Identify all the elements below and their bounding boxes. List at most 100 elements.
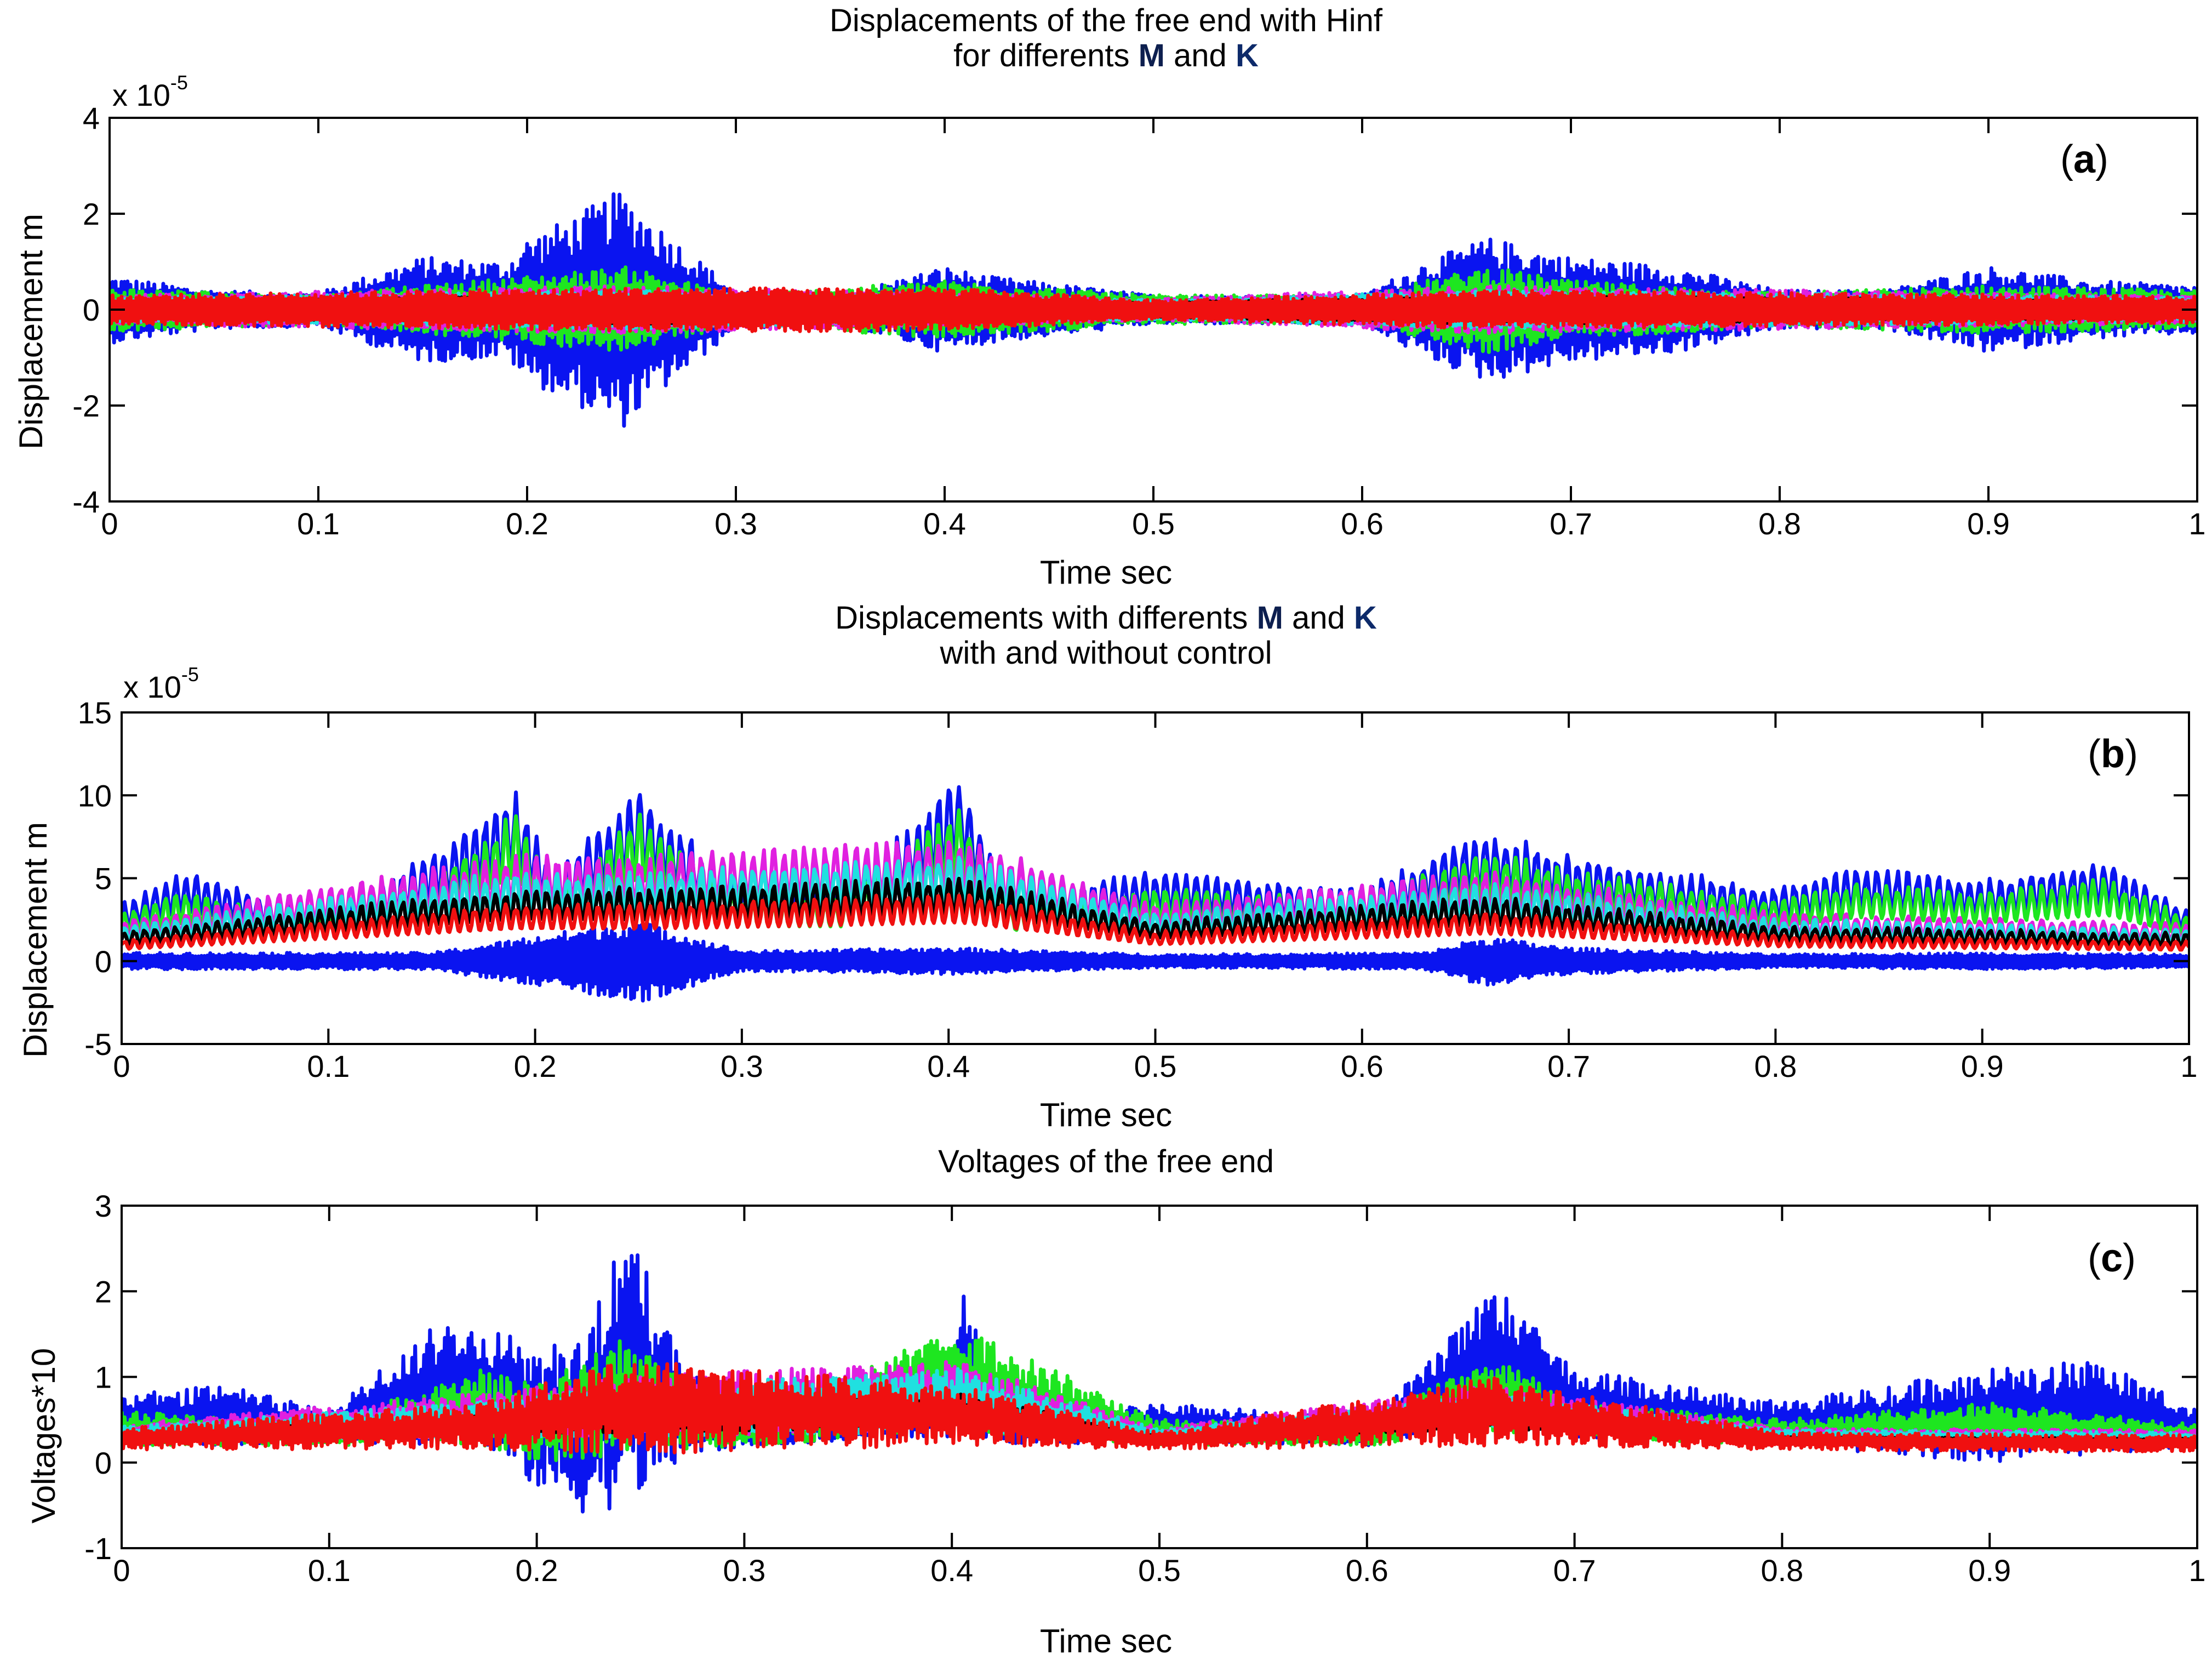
panel-a-scale-exp: -5 <box>170 71 188 94</box>
panel-a-scale-factor: x 10-5 <box>112 71 188 113</box>
panel-c: Voltages of the free end Voltages*10 Tim… <box>0 1140 2212 1666</box>
panel-a-xlabel: Time sec <box>1039 554 1173 591</box>
panel-b-xtick-label-1: 0.1 <box>307 1049 350 1083</box>
panel-a-title-k: K <box>1235 38 1259 73</box>
panel-b-ytick-label-3: 10 <box>78 778 112 813</box>
panel-b-series-blue-uncontrolled <box>122 921 2189 1003</box>
panel-b-scale-exp: -5 <box>181 663 199 686</box>
panel-b-xtick-label-4: 0.4 <box>927 1049 970 1083</box>
panel-b-title: Displacements with differents M and K wi… <box>0 601 2212 671</box>
panel-a-xtick-label-7: 0.7 <box>1550 506 1592 541</box>
panel-b-title-line1: Displacements with differents M and K <box>0 601 2212 636</box>
panel-b-xtick-label-3: 0.3 <box>721 1049 763 1083</box>
panel-c-letter: (c) <box>2088 1236 2136 1281</box>
panel-a-title: Displacements of the free end with Hinf … <box>0 3 2212 73</box>
panel-b-series-blue-controlled <box>122 785 2189 935</box>
panel-a-ytick-label-0: -4 <box>72 484 100 519</box>
panel-b-xtick-label-5: 0.5 <box>1134 1049 1177 1083</box>
panel-b-xtick-label-10: 1 <box>2180 1049 2197 1083</box>
panel-c-xtick-label-8: 0.8 <box>1761 1553 1803 1588</box>
panel-a-xtick-label-1: 0.1 <box>297 506 340 541</box>
panel-c-xtick-label-0: 0 <box>113 1553 130 1588</box>
panel-a-letter-open: ( <box>2060 138 2073 181</box>
panel-a-xtick-label-9: 0.9 <box>1967 506 2010 541</box>
panel-b-xtick-label-0: 0 <box>113 1049 130 1083</box>
panel-b-series-green <box>122 808 2189 939</box>
panel-a-ytick-label-4: 4 <box>83 101 100 135</box>
panel-a-ytick-label-3: 2 <box>83 197 100 231</box>
panel-b-xlabel: Time sec <box>1039 1097 1173 1133</box>
panel-c-xtick-label-7: 0.7 <box>1553 1553 1596 1588</box>
panel-c-xtick-label-6: 0.6 <box>1346 1553 1388 1588</box>
panel-b-ytick-label-1: 0 <box>95 944 112 979</box>
panel-a-title-line1: Displacements of the free end with Hinf <box>829 3 1383 38</box>
panel-c-xtick-label-5: 0.5 <box>1138 1553 1181 1588</box>
panel-b-letter-close: ) <box>2124 732 2138 776</box>
panel-a-xtick-label-5: 0.5 <box>1132 506 1175 541</box>
panel-b-xtick-label-2: 0.2 <box>514 1049 557 1083</box>
panel-a-letter-close: ) <box>2095 138 2109 181</box>
panel-b-xtick-label-7: 0.7 <box>1547 1049 1590 1083</box>
panel-a-series-red <box>110 286 2197 333</box>
panel-a-xtick-label-6: 0.6 <box>1341 506 1384 541</box>
panel-a-xtick-label-0: 0 <box>101 506 118 541</box>
panel-a-xtick-label-4: 0.4 <box>923 506 966 541</box>
panel-b-series-red <box>122 893 2189 952</box>
panel-b-ytick-label-0: -5 <box>84 1027 112 1062</box>
panel-c-xtick-label-2: 0.2 <box>516 1553 558 1588</box>
panel-a-ytick-label-1: -2 <box>72 389 100 423</box>
panel-b-xtick-label-9: 0.9 <box>1961 1049 2004 1083</box>
panel-b-letter-text: b <box>2100 732 2125 776</box>
panel-b-series-group <box>122 785 2189 1003</box>
panel-a-ytick-label-2: 0 <box>83 293 100 327</box>
panel-b-ytick-label-4: 15 <box>78 695 112 730</box>
panel-a-letter-text: a <box>2073 138 2096 181</box>
panel-a-xtick-label-10: 1 <box>2188 506 2205 541</box>
panel-c-ytick-label-4: 3 <box>95 1189 112 1223</box>
panel-c-xtick-label-9: 0.9 <box>1968 1553 2011 1588</box>
panel-b-title-k: K <box>1353 600 1377 636</box>
panel-a-title-m: M <box>1138 38 1165 73</box>
panel-b-series-cyan <box>122 855 2189 944</box>
panel-c-series-group <box>122 1253 2197 1514</box>
panel-b-title-prefix: Displacements with differents <box>835 600 1248 636</box>
panel-b-title-line2: with and without control <box>940 635 1272 671</box>
panel-a-title-line2: for differents M and K <box>0 38 2212 73</box>
panel-c-letter-open: ( <box>2088 1236 2101 1280</box>
panel-b-xtick-label-6: 0.6 <box>1341 1049 1384 1083</box>
panel-b-letter-open: ( <box>2088 732 2101 776</box>
panel-c-xtick-label-4: 0.4 <box>930 1553 973 1588</box>
panel-c-ytick-label-1: 0 <box>95 1446 112 1480</box>
panel-a-title-prefix: for differents <box>953 38 1130 73</box>
panel-b-title-m: M <box>1256 600 1283 636</box>
panel-a-series-group <box>110 192 2197 428</box>
panel-c-ytick-label-0: -1 <box>84 1531 112 1566</box>
panel-c-ytick-label-2: 1 <box>95 1360 112 1395</box>
panel-c-letter-text: c <box>2100 1236 2123 1280</box>
panel-a: Displacements of the free end with Hinf … <box>0 0 2212 592</box>
panel-a-scale-prefix: x 10 <box>112 78 170 112</box>
panel-b-title-and: and <box>1292 600 1345 636</box>
panel-b-xtick-label-8: 0.8 <box>1754 1049 1797 1083</box>
panel-b-ytick-label-2: 5 <box>95 861 112 896</box>
panel-b-scale-prefix: x 10 <box>123 670 181 704</box>
panel-b: Displacements with differents M and K wi… <box>0 592 2212 1140</box>
panel-c-xtick-label-1: 0.1 <box>308 1553 351 1588</box>
panel-b-series-black <box>122 876 2189 947</box>
panel-c-series-red <box>122 1362 2197 1454</box>
panel-a-title-and: and <box>1174 38 1227 73</box>
panel-a-chart: 0 0.1 0.2 0.3 0.4 0.5 0.6 0.7 0.8 0.9 1 -4 -2 0 2 4 <box>72 101 2205 541</box>
panel-c-xtick-label-3: 0.3 <box>723 1553 765 1588</box>
panel-a-xtick-label-3: 0.3 <box>715 506 757 541</box>
panel-b-letter: (b) <box>2088 732 2138 777</box>
panel-c-ytick-label-3: 2 <box>95 1274 112 1309</box>
panel-c-series-blue <box>122 1253 2197 1514</box>
panel-c-title: Voltages of the free end <box>938 1144 1274 1179</box>
panel-a-letter: (a) <box>2060 137 2108 182</box>
panel-b-scale-factor: x 10-5 <box>123 663 199 705</box>
panel-b-series-magenta <box>122 840 2189 942</box>
panel-c-xtick-label-10: 1 <box>2188 1553 2205 1588</box>
panel-a-xtick-label-8: 0.8 <box>1758 506 1801 541</box>
panel-c-xlabel: Time sec <box>1039 1623 1173 1659</box>
